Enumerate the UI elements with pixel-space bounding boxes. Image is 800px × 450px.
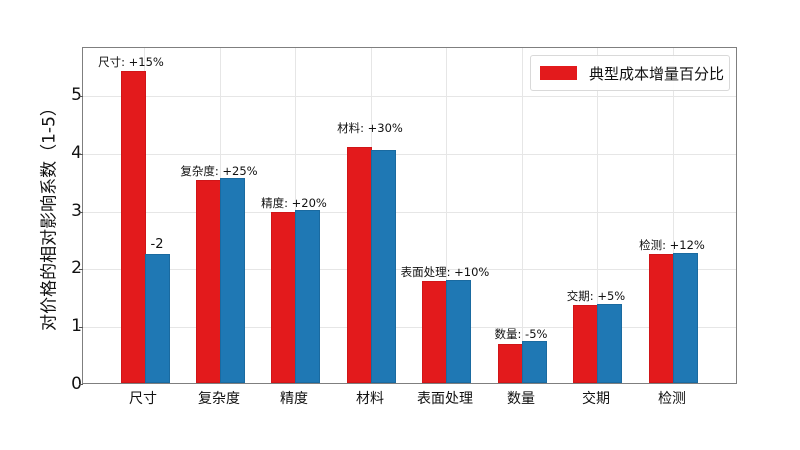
gridline-x <box>673 48 674 383</box>
annotation-delivery: 交期: +5% <box>566 289 626 303</box>
annotation-quantity: 数量: -5% <box>494 327 548 341</box>
x-tick-inspection: 检测 <box>658 391 686 407</box>
y-tick-mark <box>79 96 83 97</box>
gridline-y3 <box>83 212 736 213</box>
bar-surface-red <box>422 281 447 383</box>
bar-inspection-red <box>649 254 674 383</box>
gridline-y4 <box>83 154 736 155</box>
annotation-inspection: 检测: +12% <box>639 238 705 252</box>
x-tick-quantity: 数量 <box>507 391 535 407</box>
annotation-size: 尺寸: +15% <box>98 55 164 69</box>
y-tick-mark <box>79 154 83 155</box>
annotation-material: 材料: +30% <box>337 121 403 135</box>
bar-precision-red <box>271 212 296 383</box>
y-tick-4: 4 <box>71 143 82 163</box>
gridline-y1 <box>83 327 736 328</box>
bar-size-blue <box>145 254 170 383</box>
y-tick-mark <box>79 212 83 213</box>
x-tick-delivery: 交期 <box>582 391 610 407</box>
gridline-x <box>522 48 523 383</box>
gridline-x <box>597 48 598 383</box>
bar-precision-blue <box>295 210 320 383</box>
annotation-complexity: 复杂度: +25% <box>180 164 258 178</box>
bar-delivery-red <box>573 305 598 383</box>
bar-quantity-red <box>498 344 523 383</box>
y-tick-0: 0 <box>71 374 82 394</box>
legend: 典型成本增量百分比 <box>530 55 730 91</box>
y-tick-3: 3 <box>71 201 82 221</box>
y-axis-label: 对价格的相对影响系数（1-5） <box>39 99 60 331</box>
annotation-surface: 表面处理: +10% <box>400 265 490 279</box>
bar-surface-blue <box>446 280 471 383</box>
bar-complexity-blue <box>220 178 245 383</box>
legend-swatch-red <box>540 66 577 80</box>
x-tick-size: 尺寸 <box>129 391 157 407</box>
bar-complexity-red <box>196 180 221 383</box>
x-tick-material: 材料 <box>356 391 384 407</box>
gridline-y2 <box>83 269 736 270</box>
x-tick-complexity: 复杂度 <box>198 391 240 407</box>
gridline-y5 <box>83 96 736 97</box>
y-tick-1: 1 <box>71 316 82 336</box>
bar-size-red <box>121 71 146 383</box>
legend-label: 典型成本增量百分比 <box>589 65 725 83</box>
bar-delivery-blue <box>597 304 622 383</box>
bar-inspection-blue <box>673 253 698 383</box>
bar-material-red <box>347 147 372 383</box>
y-tick-mark <box>79 384 83 385</box>
plot-area <box>79 47 737 385</box>
y-tick-5: 5 <box>71 85 82 105</box>
y-tick-2: 2 <box>71 258 82 278</box>
annotation-size-blue: -2 <box>150 237 164 252</box>
bar-material-blue <box>371 150 396 383</box>
x-tick-precision: 精度 <box>280 391 308 407</box>
y-tick-mark <box>79 327 83 328</box>
annotation-precision: 精度: +20% <box>261 196 327 210</box>
gridline-x <box>446 48 447 383</box>
bar-quantity-blue <box>522 341 547 383</box>
y-tick-mark <box>79 269 83 270</box>
x-tick-surface: 表面处理 <box>417 391 473 407</box>
